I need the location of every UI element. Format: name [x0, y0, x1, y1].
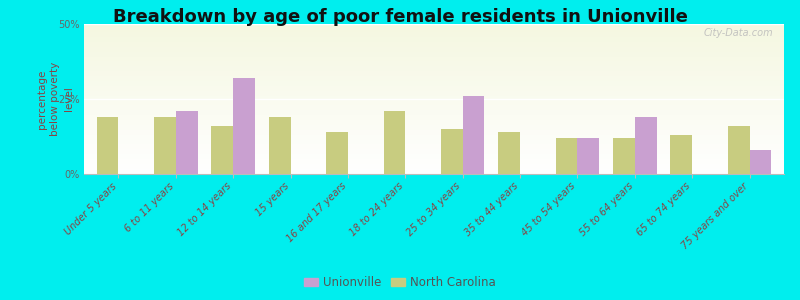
Bar — [211, 126, 233, 174]
Bar — [670, 135, 692, 174]
Bar — [97, 117, 118, 174]
Bar — [269, 117, 290, 174]
Bar — [556, 138, 578, 174]
Text: City-Data.com: City-Data.com — [704, 28, 774, 38]
Bar — [383, 111, 406, 174]
Bar — [233, 78, 255, 174]
Legend: Unionville, North Carolina: Unionville, North Carolina — [300, 272, 500, 294]
Bar — [154, 117, 176, 174]
Y-axis label: percentage
below poverty
level: percentage below poverty level — [38, 62, 74, 136]
Bar — [498, 132, 520, 174]
Bar — [441, 129, 462, 174]
Bar — [728, 126, 750, 174]
Bar — [635, 117, 657, 174]
Bar — [750, 150, 771, 174]
Bar — [578, 138, 599, 174]
Bar — [613, 138, 635, 174]
Bar — [326, 132, 348, 174]
Text: Breakdown by age of poor female residents in Unionville: Breakdown by age of poor female resident… — [113, 8, 687, 26]
Bar — [176, 111, 198, 174]
Bar — [462, 96, 485, 174]
